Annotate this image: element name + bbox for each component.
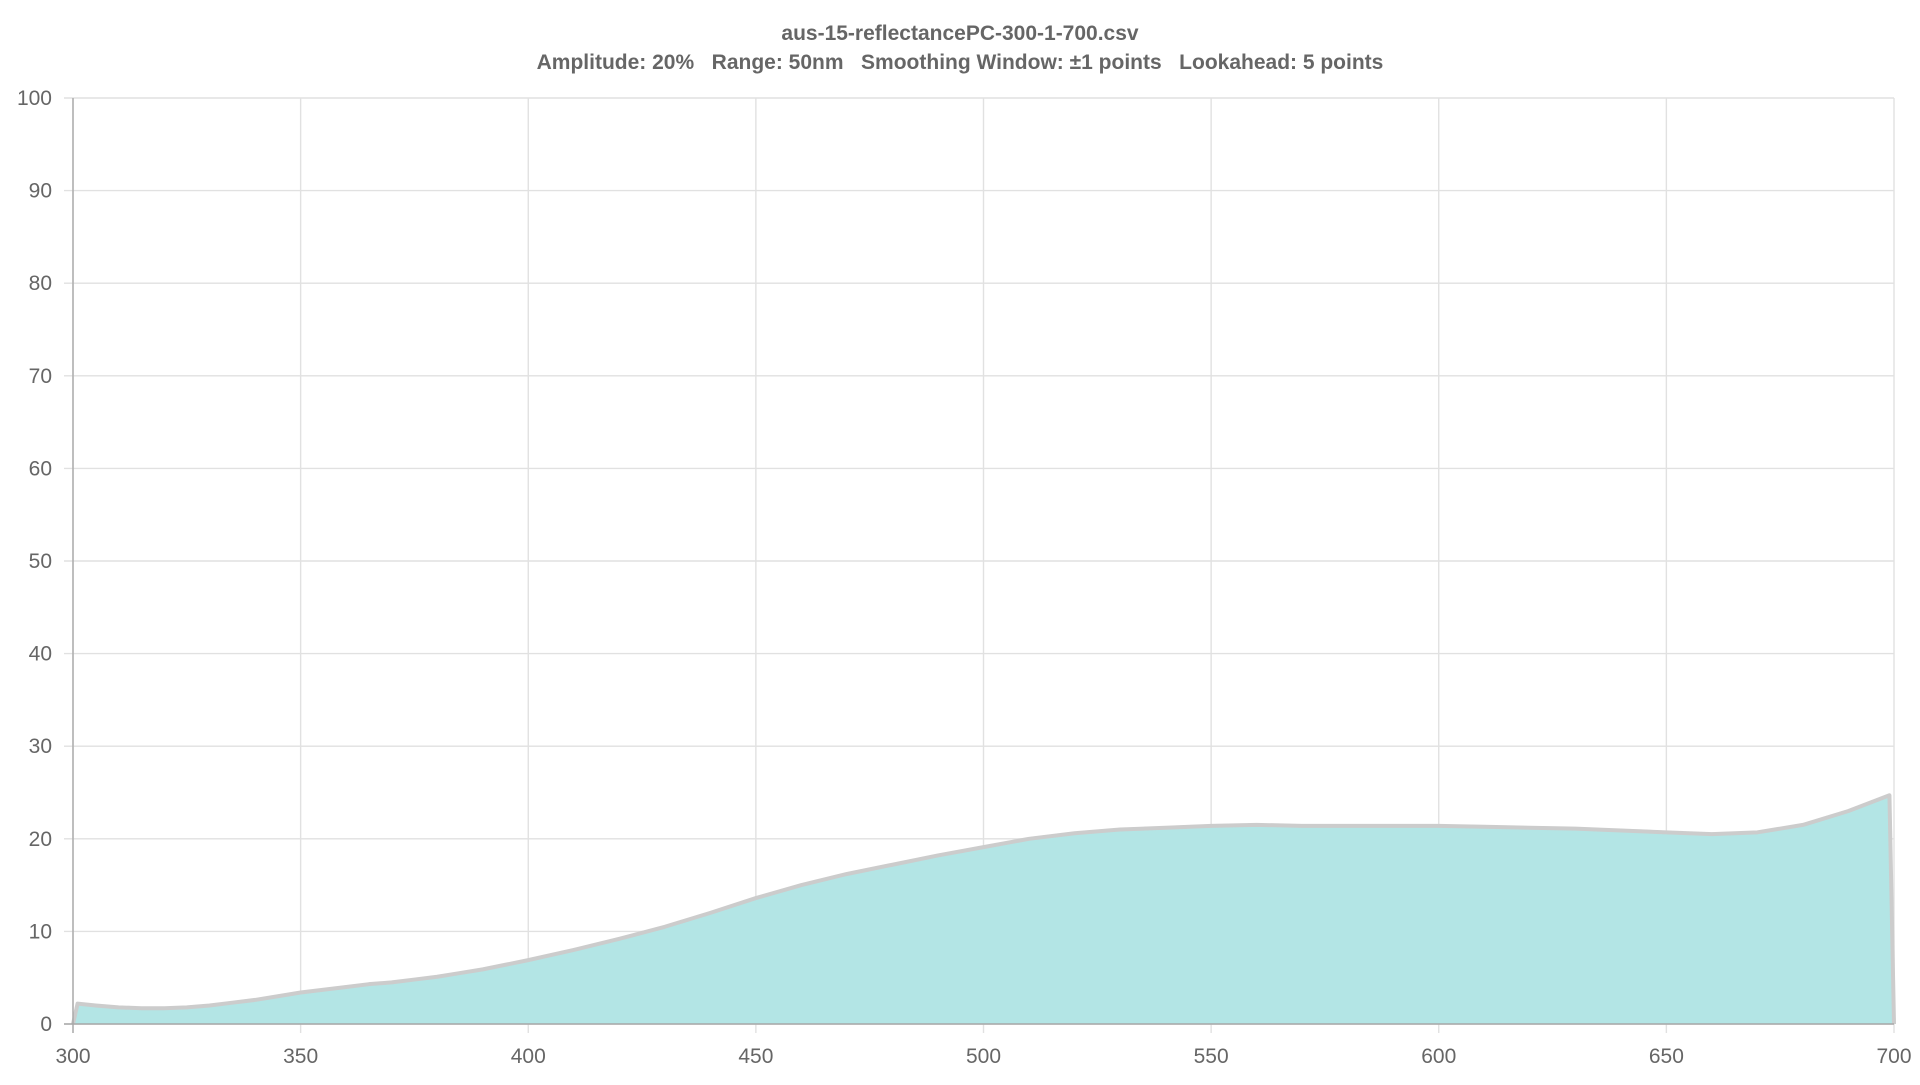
series-layer — [71, 793, 1896, 1025]
y-tick-label: 30 — [29, 735, 52, 758]
y-tick-label: 60 — [29, 457, 52, 480]
x-tick-label: 700 — [1876, 1045, 1911, 1068]
x-tick-label: 350 — [283, 1045, 318, 1068]
x-tick-label: 450 — [738, 1045, 773, 1068]
y-tick-label: 80 — [29, 272, 52, 295]
y-tick-label: 100 — [17, 87, 52, 110]
x-tick-label: 550 — [1194, 1045, 1229, 1068]
y-tick-label: 40 — [29, 643, 52, 666]
y-tick-label: 20 — [29, 828, 52, 851]
chart-title: aus-15-reflectancePC-300-1-700.csv — [781, 22, 1139, 45]
x-tick-label: 400 — [511, 1045, 546, 1068]
tick-labels: 0 10 20 30 40 50 60 70 80 90 100 300 350 400 450 500 550… — [17, 87, 1912, 1068]
axes — [64, 98, 1894, 1033]
y-tick-label: 90 — [29, 180, 52, 203]
y-tick-label: 70 — [29, 365, 52, 388]
x-tick-label: 600 — [1421, 1045, 1456, 1068]
y-tick-label: 10 — [29, 920, 52, 943]
series-line — [71, 793, 1896, 1025]
chart-subtitle: Amplitude: 20% Range: 50nm Smoothing Win… — [537, 51, 1384, 74]
x-tick-label: 500 — [966, 1045, 1001, 1068]
x-tick-label: 300 — [55, 1045, 90, 1068]
y-tick-label: 0 — [40, 1013, 52, 1036]
series-area-fill — [73, 795, 1894, 1024]
x-tick-label: 650 — [1649, 1045, 1684, 1068]
y-tick-label: 50 — [29, 550, 52, 573]
